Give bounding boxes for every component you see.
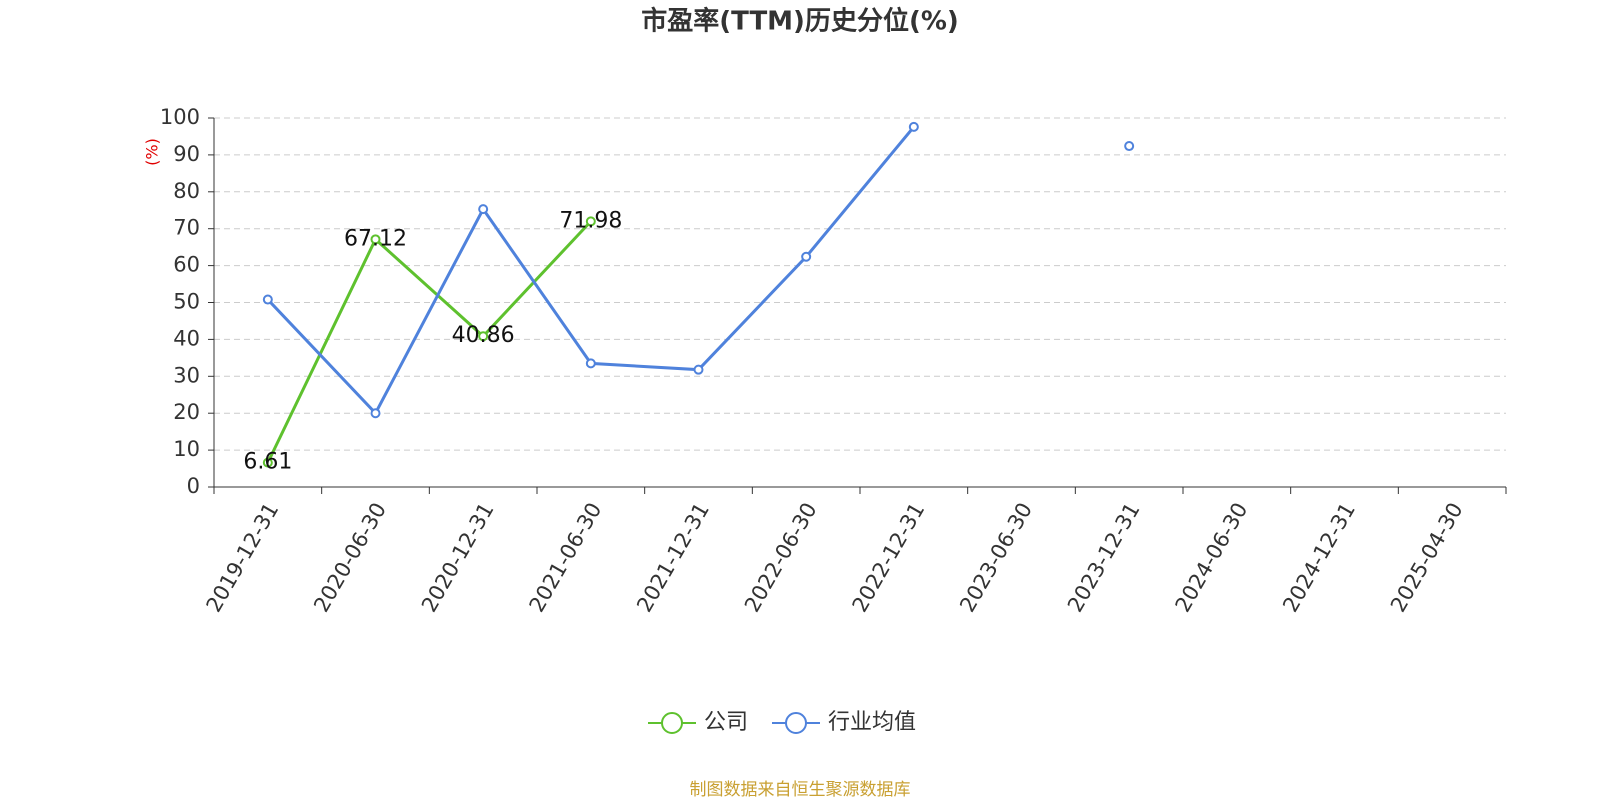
x-tick-label: 2020-06-30 bbox=[309, 499, 391, 617]
y-tick-label: 40 bbox=[173, 326, 200, 350]
y-tick-label: 30 bbox=[173, 363, 200, 387]
legend-marker bbox=[661, 712, 683, 734]
marker bbox=[370, 234, 381, 245]
legend-marker bbox=[785, 712, 807, 734]
y-tick-label: 20 bbox=[173, 400, 200, 424]
marker bbox=[1124, 141, 1135, 152]
y-tick-label: 100 bbox=[160, 105, 200, 129]
marker bbox=[370, 408, 381, 419]
data-label: 40.86 bbox=[452, 323, 515, 348]
y-tick-label: 60 bbox=[173, 253, 200, 277]
x-tick-label: 2025-04-30 bbox=[1386, 499, 1468, 617]
x-tick-label: 2021-06-30 bbox=[525, 499, 607, 617]
y-tick-label: 70 bbox=[173, 216, 200, 240]
marker bbox=[262, 294, 273, 305]
y-tick-label: 50 bbox=[173, 290, 200, 314]
series-line bbox=[266, 125, 915, 416]
x-tick-label: 2024-12-31 bbox=[1278, 499, 1360, 617]
data-label: 71.98 bbox=[559, 208, 622, 233]
y-tick-label: 10 bbox=[173, 437, 200, 461]
legend-label: 公司 bbox=[704, 710, 748, 735]
data-label: 6.61 bbox=[243, 450, 292, 475]
series-line bbox=[266, 220, 592, 464]
source: 制图数据来自恒生聚源数据库 bbox=[690, 780, 911, 800]
y-tick-label: 90 bbox=[173, 142, 200, 166]
x-tick-label: 2022-06-30 bbox=[740, 499, 822, 617]
marker bbox=[585, 358, 596, 369]
marker bbox=[801, 251, 812, 262]
marker bbox=[478, 204, 489, 215]
marker bbox=[262, 457, 273, 468]
x-tick-label: 2023-06-30 bbox=[955, 499, 1037, 617]
chart-title: 市盈率(TTM)历史分位(%) bbox=[641, 6, 959, 37]
marker bbox=[478, 331, 489, 342]
y-axis-label: (%) bbox=[143, 138, 162, 166]
x-tick-label: 2022-12-31 bbox=[848, 499, 930, 617]
y-tick-label: 80 bbox=[173, 179, 200, 203]
x-tick-label: 2021-12-31 bbox=[632, 499, 714, 617]
x-tick-label: 2020-12-31 bbox=[417, 499, 499, 617]
y-tick-label: 0 bbox=[187, 474, 200, 498]
x-tick-label: 2023-12-31 bbox=[1063, 499, 1145, 617]
x-tick-label: 2024-06-30 bbox=[1171, 499, 1253, 617]
data-label: 67.12 bbox=[344, 226, 407, 251]
legend-label: 行业均值 bbox=[828, 710, 916, 735]
x-tick-label: 2019-12-31 bbox=[202, 499, 284, 617]
marker bbox=[693, 364, 704, 375]
marker bbox=[585, 216, 596, 227]
marker bbox=[908, 121, 919, 132]
